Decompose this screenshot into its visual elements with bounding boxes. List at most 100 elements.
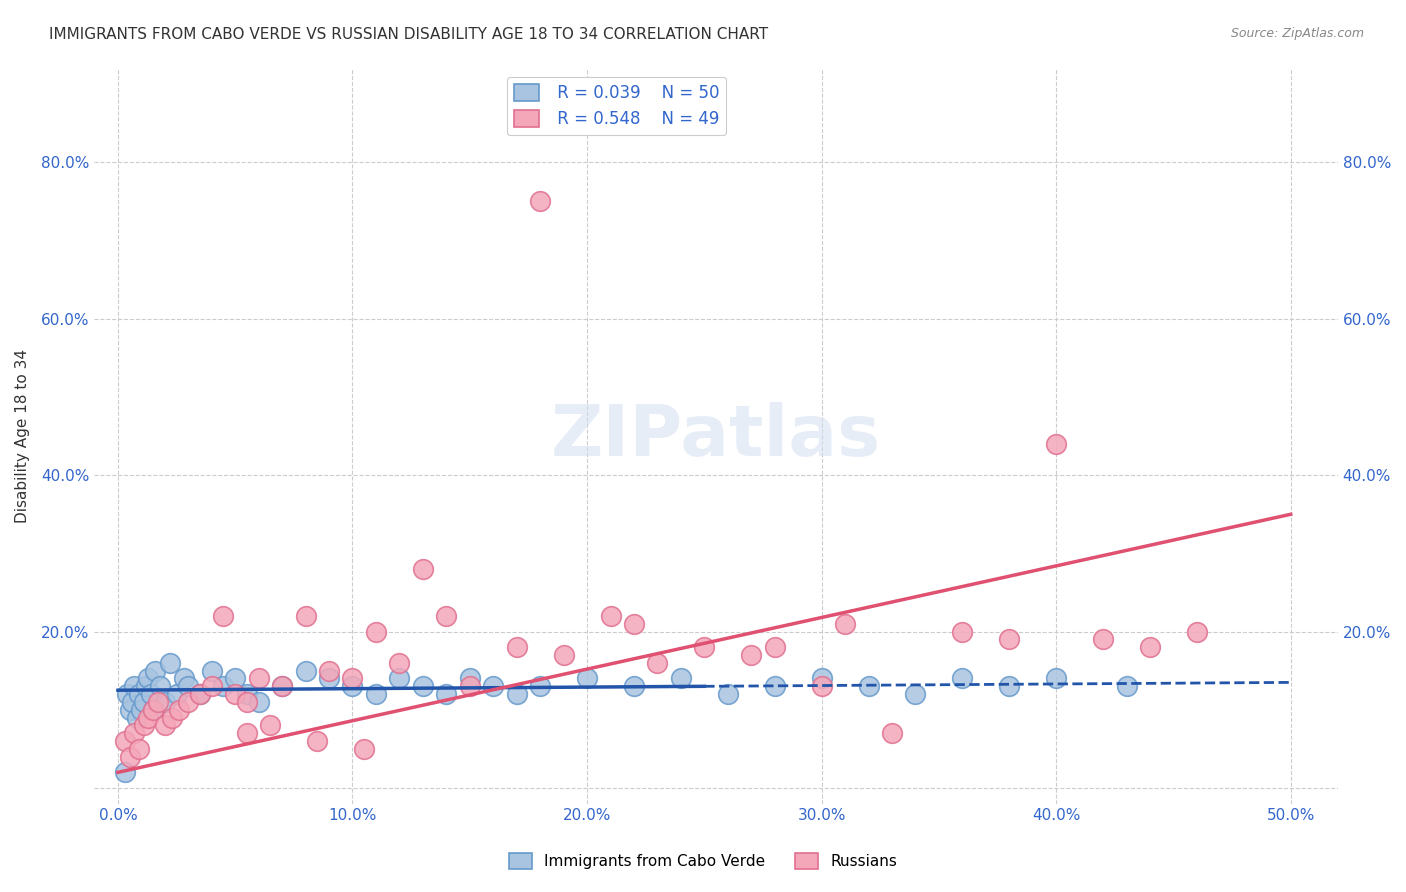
Point — [259, 718, 281, 732]
Point — [224, 672, 246, 686]
Point — [114, 765, 136, 780]
Point — [482, 679, 505, 693]
Point — [740, 648, 762, 662]
Point — [950, 624, 973, 639]
Point — [114, 734, 136, 748]
Point — [505, 687, 527, 701]
Point — [128, 742, 150, 756]
Point — [138, 672, 160, 686]
Point — [236, 687, 259, 701]
Point — [236, 695, 259, 709]
Point — [599, 609, 621, 624]
Point — [142, 703, 165, 717]
Point — [188, 687, 211, 701]
Point — [173, 672, 195, 686]
Point — [434, 687, 457, 701]
Point — [247, 672, 270, 686]
Text: ZIPatlas: ZIPatlas — [551, 401, 882, 471]
Point — [121, 695, 143, 709]
Point — [118, 749, 141, 764]
Point — [364, 687, 387, 701]
Point — [124, 679, 146, 693]
Point — [118, 703, 141, 717]
Point — [950, 672, 973, 686]
Point — [1045, 672, 1067, 686]
Point — [553, 648, 575, 662]
Point — [1115, 679, 1137, 693]
Point — [124, 726, 146, 740]
Point — [125, 710, 148, 724]
Point — [153, 718, 176, 732]
Point — [318, 672, 340, 686]
Point — [146, 695, 169, 709]
Point — [412, 679, 434, 693]
Point — [647, 656, 669, 670]
Point — [834, 616, 856, 631]
Legend:  R = 0.039    N = 50,  R = 0.548    N = 49: R = 0.039 N = 50, R = 0.548 N = 49 — [508, 77, 725, 135]
Point — [810, 672, 832, 686]
Point — [247, 695, 270, 709]
Point — [188, 687, 211, 701]
Point — [271, 679, 294, 693]
Point — [904, 687, 927, 701]
Point — [880, 726, 903, 740]
Point — [212, 679, 235, 693]
Point — [117, 687, 139, 701]
Point — [128, 687, 150, 701]
Point — [623, 616, 645, 631]
Point — [717, 687, 740, 701]
Point — [998, 632, 1021, 647]
Text: Source: ZipAtlas.com: Source: ZipAtlas.com — [1230, 27, 1364, 40]
Point — [139, 687, 162, 701]
Point — [763, 679, 786, 693]
Point — [1045, 437, 1067, 451]
Text: IMMIGRANTS FROM CABO VERDE VS RUSSIAN DISABILITY AGE 18 TO 34 CORRELATION CHART: IMMIGRANTS FROM CABO VERDE VS RUSSIAN DI… — [49, 27, 768, 42]
Point — [669, 672, 692, 686]
Point — [271, 679, 294, 693]
Point — [458, 672, 481, 686]
Y-axis label: Disability Age 18 to 34: Disability Age 18 to 34 — [15, 349, 30, 523]
Point — [201, 679, 224, 693]
Point — [529, 679, 551, 693]
Point — [138, 710, 160, 724]
Point — [576, 672, 599, 686]
Point — [142, 703, 165, 717]
Point — [294, 609, 316, 624]
Point — [177, 679, 200, 693]
Legend: Immigrants from Cabo Verde, Russians: Immigrants from Cabo Verde, Russians — [502, 847, 904, 875]
Point — [458, 679, 481, 693]
Point — [412, 562, 434, 576]
Point — [149, 679, 172, 693]
Point — [623, 679, 645, 693]
Point — [166, 687, 188, 701]
Point — [145, 664, 167, 678]
Point — [236, 726, 259, 740]
Point — [132, 695, 155, 709]
Point — [342, 679, 364, 693]
Point — [294, 664, 316, 678]
Point — [131, 703, 153, 717]
Point — [434, 609, 457, 624]
Point — [1139, 640, 1161, 655]
Point — [307, 734, 329, 748]
Point — [224, 687, 246, 701]
Point — [177, 695, 200, 709]
Point — [1185, 624, 1208, 639]
Point — [212, 609, 235, 624]
Point — [505, 640, 527, 655]
Point — [201, 664, 224, 678]
Point — [364, 624, 387, 639]
Point — [1092, 632, 1115, 647]
Point — [998, 679, 1021, 693]
Point — [159, 656, 181, 670]
Point — [858, 679, 880, 693]
Point — [388, 656, 411, 670]
Point — [693, 640, 716, 655]
Point — [353, 742, 375, 756]
Point — [160, 710, 183, 724]
Point — [529, 194, 551, 209]
Point — [318, 664, 340, 678]
Point — [763, 640, 786, 655]
Point — [135, 679, 157, 693]
Point — [153, 695, 176, 709]
